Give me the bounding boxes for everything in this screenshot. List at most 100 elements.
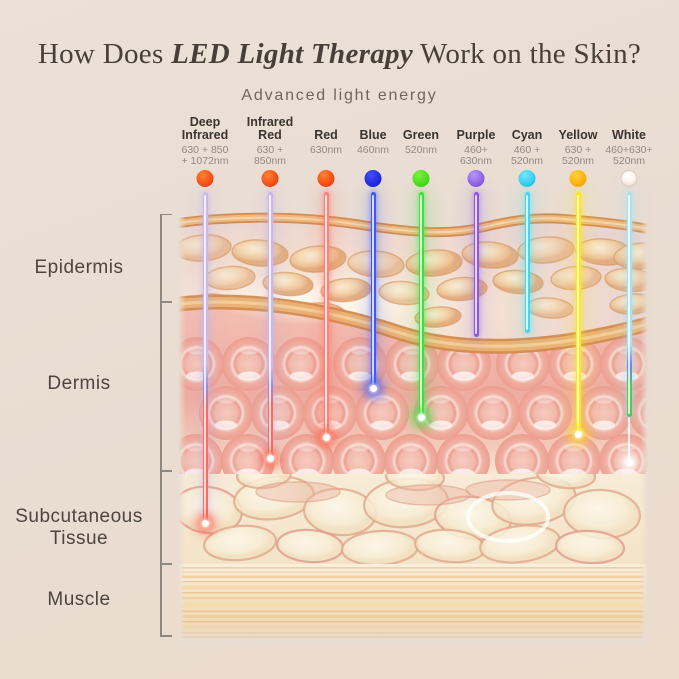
light-beam-white (626, 192, 632, 417)
dermis-cell-highlight (400, 468, 422, 474)
epidermis-cell (414, 306, 462, 328)
dermis-cell (280, 434, 334, 474)
dermis-cell (466, 386, 520, 440)
beam-tail-white (628, 417, 630, 462)
fat-membrane (385, 484, 471, 506)
bracket-tick-epidermis-dermis (160, 301, 172, 303)
beam-core (577, 195, 579, 431)
beam-core (526, 195, 528, 330)
muscle-stripe (182, 603, 644, 608)
beam-core (475, 195, 477, 334)
epidermis-cell (378, 280, 430, 306)
bracket-tick-skin-surface (160, 213, 172, 215)
dermis-cell (518, 386, 572, 440)
light-color-dot-infrared-red (261, 170, 279, 187)
beam-tip-red (322, 433, 330, 441)
layer-label-subcutaneous-tissue: Subcutaneous Tissue (15, 506, 143, 549)
light-column-deep-infrared: Deep Infrared 630 + 850 + 1072nm (169, 112, 241, 190)
dermis-cell-highlight (564, 371, 586, 381)
bracket-tick-bottom (160, 635, 172, 637)
dermis-cell-highlight (563, 468, 585, 474)
fat-cell (554, 529, 626, 565)
light-name-label: Yellow (558, 128, 598, 142)
beam-core (420, 195, 422, 414)
light-wavelength-label: 630 + 850 + 1072nm (181, 144, 229, 167)
dermis-cell-highlight (615, 468, 637, 474)
dermis-cell-sheen (565, 444, 583, 452)
main-title: How Does LED Light Therapy Work on the S… (0, 38, 679, 71)
light-beam-blue (370, 192, 376, 388)
layer-label-dermis: Dermis (47, 373, 111, 394)
layer-bracket-line (160, 214, 162, 636)
light-column-yellow: Yellow 630 + 520nm (542, 112, 614, 190)
dermis-cell (548, 337, 602, 391)
dermis-cell (385, 337, 439, 391)
dermis-cell-highlight (185, 468, 207, 474)
light-beam-deep-infrared (202, 192, 208, 523)
light-beam-green (418, 192, 424, 417)
light-name-label: Green (402, 128, 440, 142)
dermis-cell-sheen (617, 444, 635, 452)
light-color-dot-purple (467, 170, 485, 187)
light-wavelength-label: 460+630+ 520nm (605, 144, 653, 167)
dermis-cell-sheen (350, 444, 368, 452)
dermis-cell (414, 386, 468, 440)
light-wavelength-label: 630 + 520nm (561, 144, 595, 167)
light-wavelength-label: 460nm (356, 144, 390, 156)
dermis-cell (577, 386, 631, 440)
dermis-cell (221, 434, 275, 474)
bottom-fade (178, 622, 648, 646)
beam-tip-green (417, 413, 425, 421)
light-column-red: Red 630nm (290, 112, 362, 190)
light-beam-red (323, 192, 329, 437)
dermis-cell-highlight (401, 371, 423, 381)
dermis-cell (274, 337, 328, 391)
bracket-tick-subcutaneous-muscle (160, 563, 172, 565)
beam-tip-yellow (574, 430, 582, 438)
dermis-cell-highlight (430, 420, 452, 430)
light-column-cyan: Cyan 460 + 520nm (491, 112, 563, 190)
light-column-purple: Purple 460+ 630nm (440, 112, 512, 190)
dermis-cell (384, 434, 438, 474)
light-beam-infrared-red (267, 192, 273, 458)
dermis-cell-highlight (511, 468, 533, 474)
light-name-label: Purple (456, 128, 496, 142)
beam-core (628, 195, 630, 414)
muscle-stripe (182, 621, 644, 623)
fat-membrane (255, 481, 341, 503)
dermis-cell-highlight (267, 420, 289, 430)
light-color-dot-blue (364, 170, 382, 187)
dermis-cell-highlight (371, 420, 393, 430)
dermis-cell-sheen (187, 444, 205, 452)
light-column-blue: Blue 460nm (337, 112, 409, 190)
beam-tip-infrared-red (266, 454, 274, 462)
light-name-label: Deep Infrared (181, 115, 229, 142)
muscle-stripe (182, 597, 644, 600)
right-fade (640, 212, 648, 646)
dermis-cell-sheen (454, 444, 472, 452)
light-name-label: Red (314, 128, 338, 142)
dermis-cell-highlight (348, 468, 370, 474)
light-name-label: White (611, 128, 647, 142)
epidermis-cell (517, 236, 575, 264)
dermis-cell (436, 434, 490, 474)
dermis-cell-highlight (452, 468, 474, 474)
dermis-cell (332, 434, 386, 474)
epidermis-cell (492, 269, 544, 295)
light-column-green: Green 520nm (385, 112, 457, 190)
epidermis-cell (231, 239, 289, 267)
beam-tip-deep-infrared (201, 519, 209, 527)
dermis-cell-sheen (298, 444, 316, 452)
muscle-stripe (182, 575, 644, 579)
dermis-cell (355, 386, 409, 440)
dermis-cell-sheen (188, 347, 206, 355)
light-color-dot-deep-infrared (196, 170, 214, 187)
subtitle: Advanced light energy (241, 87, 438, 104)
light-name-label: Infrared Red (246, 115, 294, 142)
title-suffix: Work on the Skin? (413, 38, 642, 70)
beam-core (325, 195, 327, 434)
light-column-white: White 460+630+ 520nm (593, 112, 665, 190)
skin-surface-band (177, 212, 649, 238)
dermis-cell-sheen (239, 444, 257, 452)
